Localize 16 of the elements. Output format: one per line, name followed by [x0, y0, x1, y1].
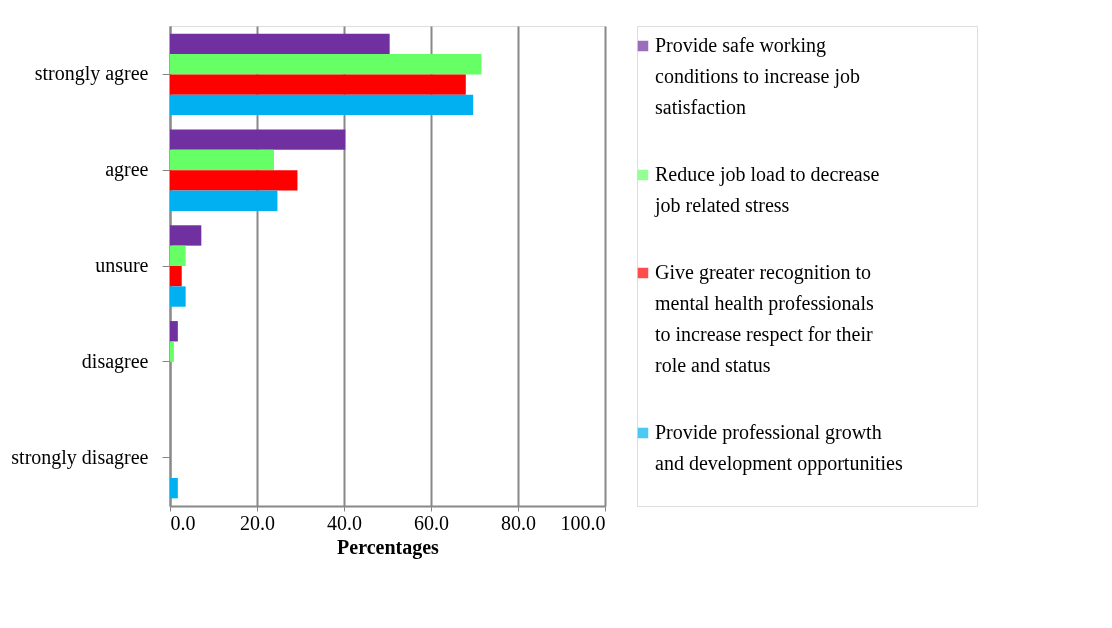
x-tick-label: 0.0 — [170, 511, 196, 534]
x-tick-label: 60.0 — [414, 511, 449, 534]
y-tick-label: agree — [105, 158, 149, 182]
y-tick-label: strongly disagree — [11, 445, 149, 469]
legend-label: Provide professional growth and development opportunities — [655, 421, 903, 475]
y-tick-label: strongly agree — [34, 62, 149, 86]
legend-label: Reduce job load to decrease job related stress — [654, 163, 880, 217]
x-tick-label: 80.0 — [501, 511, 536, 534]
x-axis-title: Percentages — [337, 535, 440, 559]
x-tick-label: 40.0 — [327, 511, 362, 534]
y-tick-label: disagree — [81, 349, 149, 373]
x-tick-label: 20.0 — [240, 511, 275, 534]
x-tick-label: 100.0 — [560, 511, 606, 534]
y-tick-label: unsure — [95, 254, 149, 276]
legend-label: Provide safe working conditions to increase job satisfaction — [655, 34, 860, 118]
legend-label: Give greater recognition to mental health professionals to increase respect for their role and status — [655, 261, 875, 376]
